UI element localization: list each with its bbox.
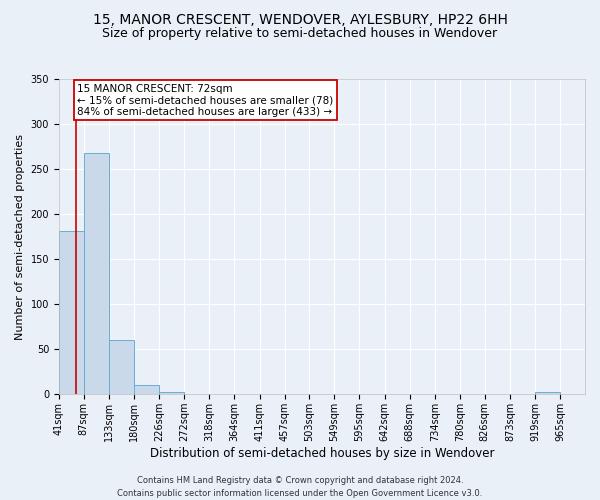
Y-axis label: Number of semi-detached properties: Number of semi-detached properties [15,134,25,340]
Text: 15, MANOR CRESCENT, WENDOVER, AYLESBURY, HP22 6HH: 15, MANOR CRESCENT, WENDOVER, AYLESBURY,… [92,12,508,26]
Bar [134,386,159,394]
Text: Contains HM Land Registry data © Crown copyright and database right 2024.
Contai: Contains HM Land Registry data © Crown c… [118,476,482,498]
Bar [84,153,109,394]
Bar [59,231,84,394]
X-axis label: Distribution of semi-detached houses by size in Wendover: Distribution of semi-detached houses by … [150,447,494,460]
Text: 15 MANOR CRESCENT: 72sqm
← 15% of semi-detached houses are smaller (78)
84% of s: 15 MANOR CRESCENT: 72sqm ← 15% of semi-d… [77,84,334,116]
Bar [535,392,560,394]
Text: Size of property relative to semi-detached houses in Wendover: Size of property relative to semi-detach… [103,28,497,40]
Bar [109,340,134,394]
Bar [159,392,184,394]
